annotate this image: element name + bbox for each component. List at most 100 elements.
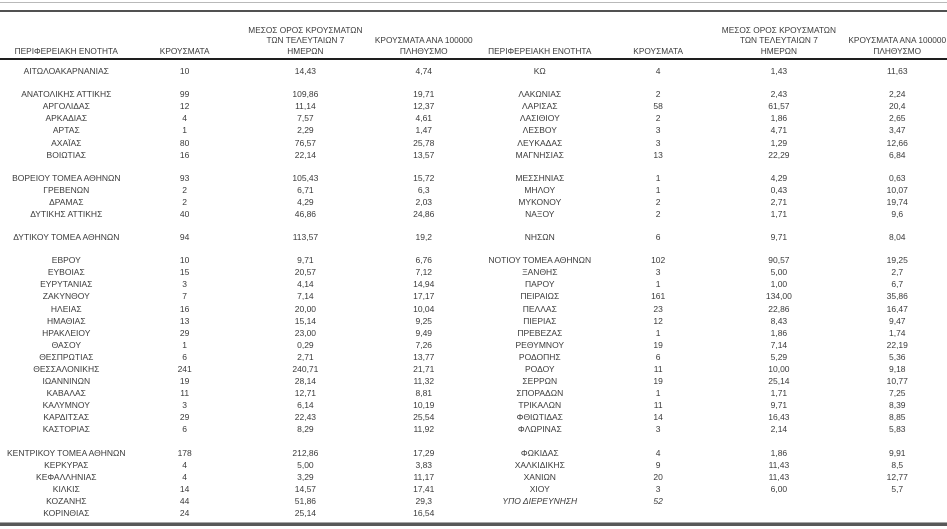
cell-avg: 1,86 xyxy=(770,447,788,458)
cell-per100k: 9,18 xyxy=(888,364,906,375)
cell-avg: 20,00 xyxy=(294,303,317,314)
cell-region: ΛΕΥΚΑΔΑΣ xyxy=(517,137,563,148)
cell-cases: 2 xyxy=(655,208,661,219)
cell-avg: 7,14 xyxy=(770,339,788,350)
cell-avg: 51,86 xyxy=(294,495,317,506)
cell-avg: 9,71 xyxy=(297,255,314,266)
header-region: ΠΕΡΙΦΕΡΕΙΑΚΗ ΕΝΟΤΗΤΑ xyxy=(488,45,592,56)
table-row: ΚΕΦΑΛΛΗΝΙΑΣ 4 3,29 11,17 xyxy=(0,471,474,483)
cell-cases: 10 xyxy=(179,255,190,266)
cell-region: ΠΙΕΡΙΑΣ xyxy=(523,315,557,326)
cell-cases: 12 xyxy=(653,315,663,326)
cell-avg: 2,43 xyxy=(770,89,788,100)
cell-cases: 93 xyxy=(179,172,190,183)
top-thin-rule xyxy=(0,2,947,3)
cell-avg: 10,00 xyxy=(768,364,790,375)
cell-cases: 16 xyxy=(179,149,190,160)
cell-region: ΤΡΙΚΑΛΩΝ xyxy=(518,400,562,411)
cell-region: ΦΛΩΡΙΝΑΣ xyxy=(517,424,562,435)
cell-avg: 8,43 xyxy=(770,315,788,326)
cell-cases: 11 xyxy=(653,400,663,411)
table-row: ΗΛΕΙΑΣ 16 20,00 10,04 xyxy=(0,303,474,315)
cell-avg: 3,29 xyxy=(297,471,314,482)
cell-avg: 1,29 xyxy=(770,137,788,148)
cell-avg: 6,14 xyxy=(297,400,314,411)
cell-avg: 22,14 xyxy=(294,149,317,160)
cell-cases: 6 xyxy=(655,232,661,243)
table-row: ΧΑΝΙΩΝ 20 11,43 12,77 xyxy=(474,471,947,483)
cell-avg: 113,57 xyxy=(292,232,319,243)
cell-avg: 76,57 xyxy=(294,137,317,148)
cell-avg: 0,29 xyxy=(297,339,314,350)
cell-cases: 3 xyxy=(182,279,188,290)
table-row: ΘΕΣΣΑΛΟΝΙΚΗΣ 241 240,71 21,71 xyxy=(0,363,474,375)
cell-cases: 29 xyxy=(179,412,190,423)
cell-per100k: 8,81 xyxy=(415,388,433,399)
cell-cases: 2 xyxy=(182,196,188,207)
cell-avg: 4,29 xyxy=(770,172,788,183)
cell-cases: 14 xyxy=(179,483,190,494)
cell-region: ΚΑΡΔΙΤΣΑΣ xyxy=(43,412,90,423)
cell-cases: 58 xyxy=(653,101,663,112)
cell-region: ΓΡΕΒΕΝΩΝ xyxy=(43,184,90,195)
cell-per100k: 29,3 xyxy=(415,495,433,506)
cell-per100k: 19,71 xyxy=(413,89,435,100)
row-group: ΝΟΤΙΟΥ ΤΟΜΕΑ ΑΘΗΝΩΝ 102 90,57 19,25 ΞΑΝΘΗΣ 3 5… xyxy=(474,254,947,435)
cell-avg: 4,71 xyxy=(770,125,788,136)
cell-per100k: 17,41 xyxy=(413,483,435,494)
cell-cases: 23 xyxy=(653,303,663,314)
table-header: ΠΕΡΙΦΕΡΕΙΑΚΗ ΕΝΟΤΗΤΑ ΚΡΟΥΣΜΑΤΑ ΜΕΣΟΣ ΟΡΟ… xyxy=(473,21,947,60)
cell-cases: 3 xyxy=(655,137,661,148)
cell-cases: 6 xyxy=(182,424,188,435)
cell-avg: 25,14 xyxy=(294,508,317,519)
cell-region: ΛΑΣΙΘΙΟΥ xyxy=(519,113,560,124)
cell-per100k: 16,54 xyxy=(413,508,435,519)
cell-cases: 178 xyxy=(177,447,192,458)
cell-per100k: 19,74 xyxy=(886,196,908,207)
cell-avg: 2,71 xyxy=(770,196,788,207)
row-group: ΒΟΡΕΙΟΥ ΤΟΜΕΑ ΑΘΗΝΩΝ 93 105,43 15,72 ΓΡΕΒΕΝΩ… xyxy=(0,172,474,220)
cell-region: ΚΙΛΚΙΣ xyxy=(52,483,80,494)
table-row: ΛΑΣΙΘΙΟΥ 2 1,86 2,65 xyxy=(474,112,947,124)
cell-avg: 2,71 xyxy=(297,351,314,362)
cell-avg: 1,00 xyxy=(770,279,788,290)
cell-cases: 4 xyxy=(182,471,188,482)
cell-per100k: 6,3 xyxy=(417,184,430,195)
row-group: ΜΕΣΣΗΝΙΑΣ 1 4,29 0,63 ΜΗΛΟΥ 1 0,43 10,07 ΜΥΚΟΝΟΥ… xyxy=(474,172,947,220)
cell-avg: 61,57 xyxy=(768,101,790,112)
cell-per100k: 11,63 xyxy=(886,66,908,77)
table-row: ΡΟΔΟΥ 11 10,00 9,18 xyxy=(474,363,947,375)
cell-region: ΗΜΑΘΙΑΣ xyxy=(46,315,86,326)
header-region: ΠΕΡΙΦΕΡΕΙΑΚΗ ΕΝΟΤΗΤΑ xyxy=(14,45,118,56)
cell-cases: 4 xyxy=(655,447,661,458)
table-row: ΡΕΘΥΜΝΟΥ 19 7,14 22,19 xyxy=(474,339,947,351)
cell-per100k: 10,77 xyxy=(886,376,908,387)
cell-region: ΚΩ xyxy=(533,66,546,77)
cell-region: ΡΕΘΥΜΝΟΥ xyxy=(515,339,565,350)
cell-avg: 11,43 xyxy=(768,459,790,470)
cell-cases: 2 xyxy=(655,196,661,207)
cell-region: ΠΡΕΒΕΖΑΣ xyxy=(517,327,563,338)
cell-region: ΝΟΤΙΟΥ ΤΟΜΕΑ ΑΘΗΝΩΝ xyxy=(488,255,592,266)
table-row: ΠΑΡΟΥ 1 1,00 6,7 xyxy=(474,278,947,290)
bottom-rule xyxy=(0,522,947,526)
cell-cases: 1 xyxy=(655,172,661,183)
cell-per100k: 8,5 xyxy=(891,459,904,470)
cell-avg: 22,29 xyxy=(768,149,790,160)
cell-avg: 11,14 xyxy=(295,101,316,112)
cell-avg: 212,86 xyxy=(292,447,319,458)
cell-region: ΙΩΑΝΝΙΝΩΝ xyxy=(42,376,91,387)
cell-region: ΔΡΑΜΑΣ xyxy=(49,196,84,207)
cell-region: ΣΕΡΡΩΝ xyxy=(522,376,558,387)
cell-cases: 52 xyxy=(653,495,663,506)
cell-region: ΝΗΣΩΝ xyxy=(524,232,555,243)
cell-per100k: 3,83 xyxy=(415,459,433,470)
cell-cases: 1 xyxy=(655,388,661,399)
table-row: ΚΑΒΑΛΑΣ 11 12,71 8,81 xyxy=(0,387,474,399)
cell-per100k: 1,47 xyxy=(415,125,433,136)
cell-region: ΥΠΟ ΔΙΕΡΕΥΝΗΣΗ xyxy=(502,495,578,506)
cell-per100k: 5,7 xyxy=(891,483,904,494)
cell-region: ΚΑΛΥΜΝΟΥ xyxy=(42,400,90,411)
cell-per100k: 3,47 xyxy=(888,125,906,136)
cell-per100k: 12,66 xyxy=(886,137,908,148)
